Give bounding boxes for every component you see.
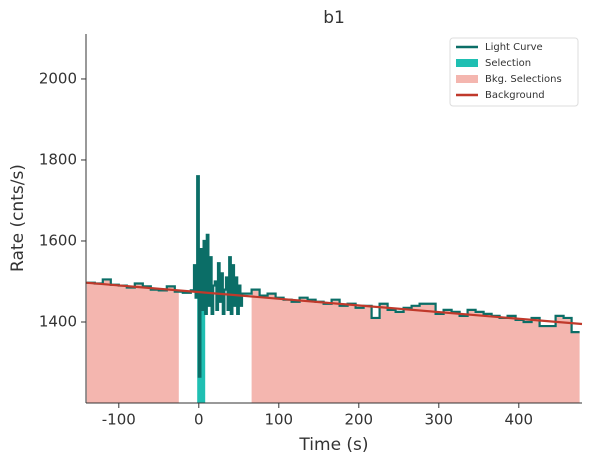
legend-label: Bkg. Selections xyxy=(485,74,562,85)
background-line xyxy=(85,281,583,326)
legend-frame xyxy=(449,37,579,107)
legend-swatch xyxy=(456,59,478,67)
y-axis-label: Rate (cnts/s) xyxy=(8,164,28,272)
selection-area xyxy=(86,279,179,403)
x-tick-label: 300 xyxy=(424,411,453,429)
y-tick-label: 1600 xyxy=(39,231,77,249)
x-tick-label: 100 xyxy=(264,411,293,429)
x-tick-label: 200 xyxy=(344,411,373,429)
x-axis-label: Time (s) xyxy=(298,435,368,455)
chart-title: b1 xyxy=(323,8,345,28)
y-tick-label: 1800 xyxy=(39,150,77,168)
y-tick-label: 2000 xyxy=(39,69,77,87)
y-tick-label: 1400 xyxy=(39,312,77,330)
plot-area xyxy=(85,175,583,403)
x-tick-label: -100 xyxy=(102,411,136,429)
legend-label: Selection xyxy=(485,58,531,69)
legend-label: Light Curve xyxy=(485,42,543,53)
legend: Light Curve Selection Bkg. Selections Backg… xyxy=(449,37,579,107)
legend-label: Background xyxy=(485,90,545,101)
x-tick-label: 0 xyxy=(194,411,204,429)
x-tick-label: 400 xyxy=(504,411,533,429)
legend-swatch xyxy=(456,75,478,83)
